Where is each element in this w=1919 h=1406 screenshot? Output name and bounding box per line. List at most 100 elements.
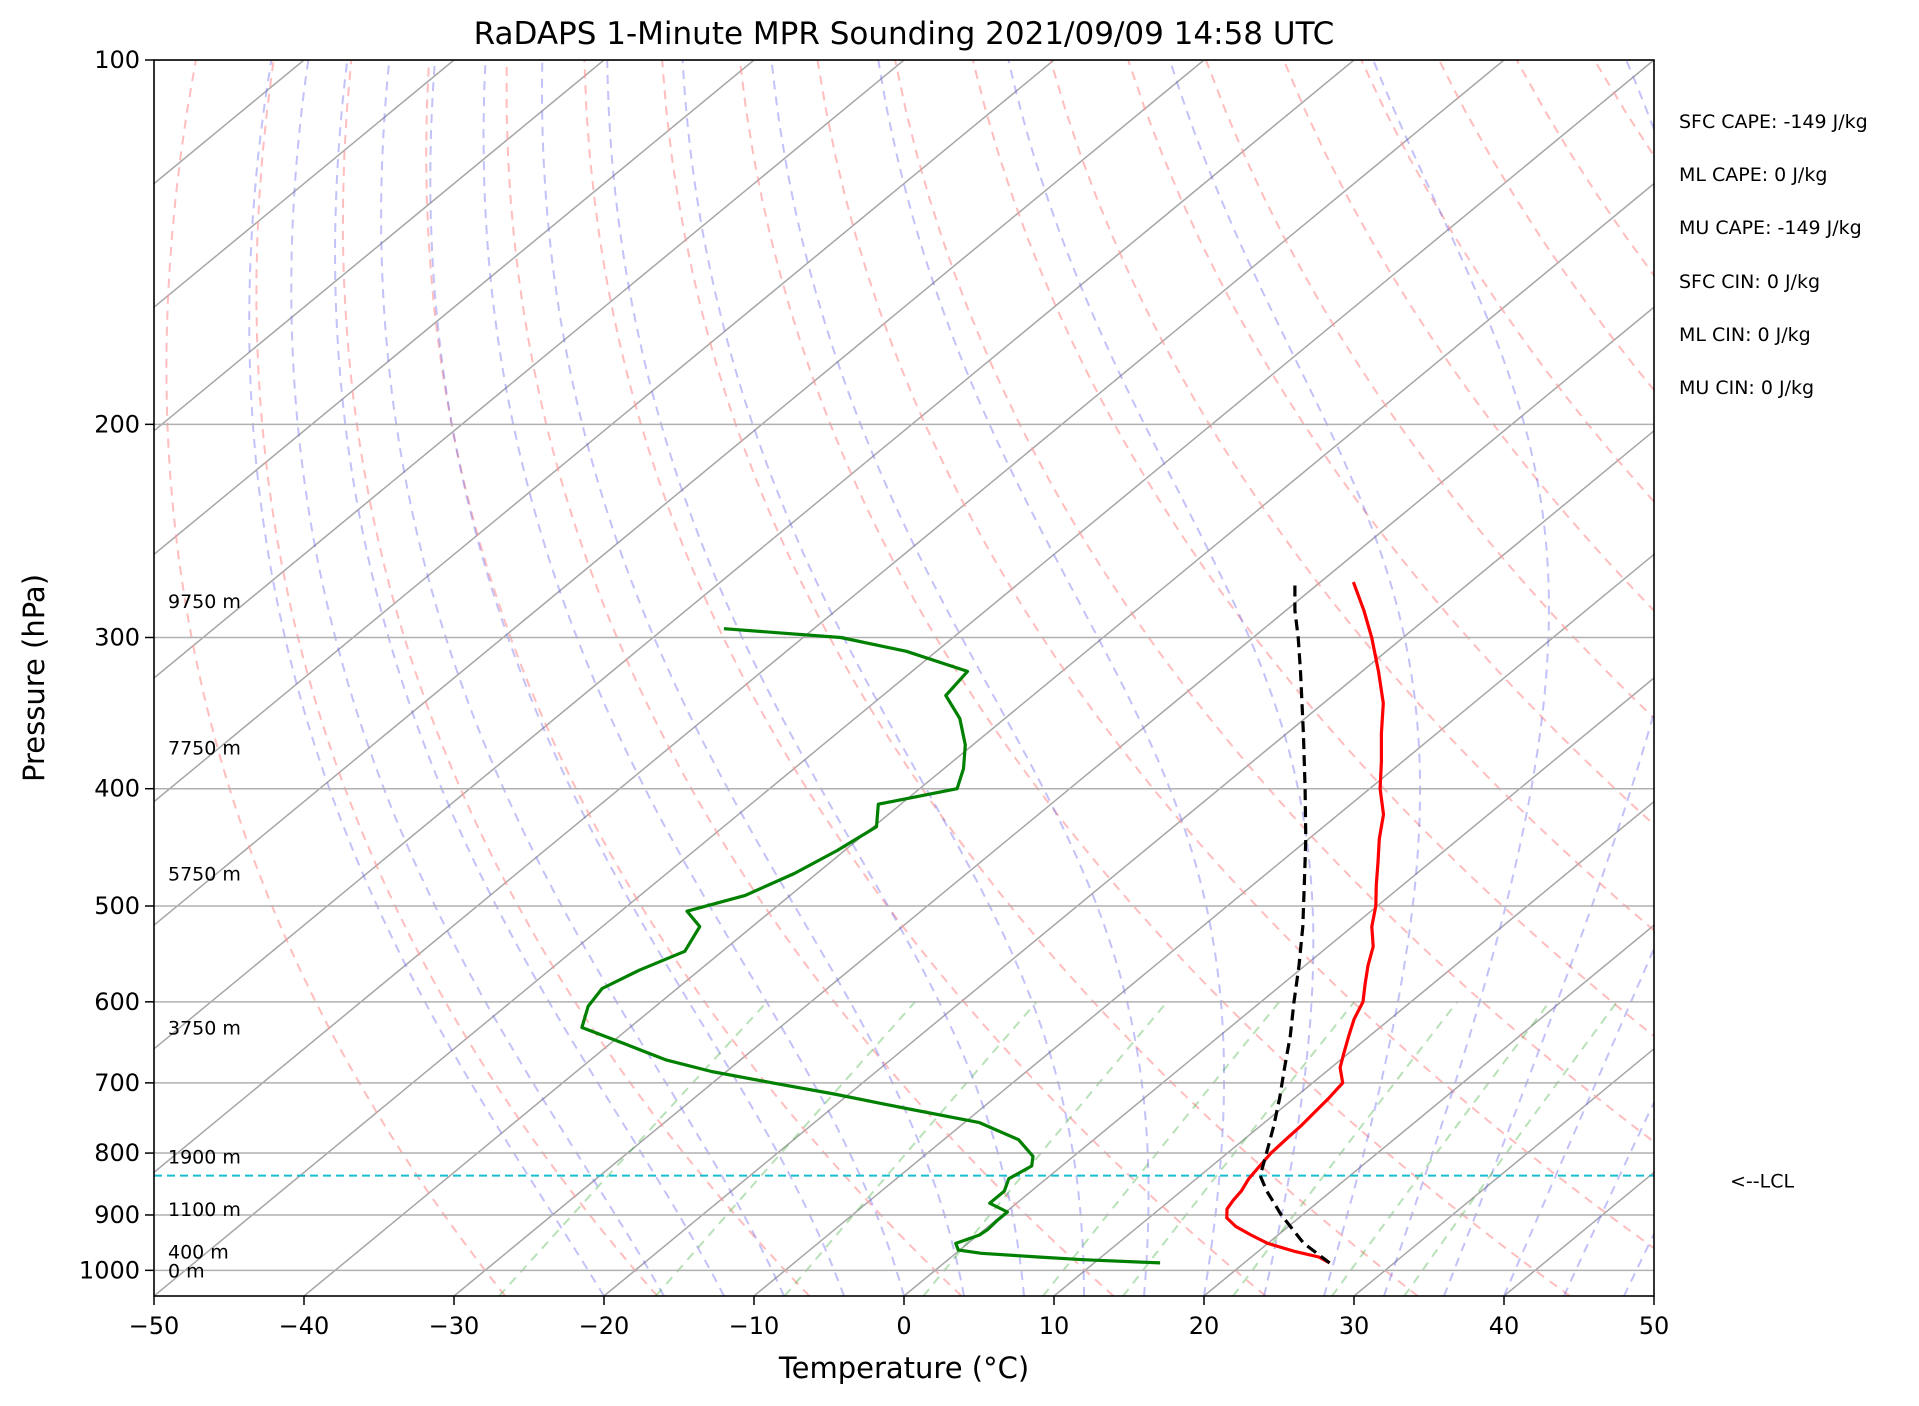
- y-tick-label: 400: [94, 775, 140, 803]
- mixing-ratio-line: [783, 1001, 1038, 1296]
- dry-adiabat: [583, 60, 1267, 1296]
- dry-adiabat: [894, 60, 1654, 1144]
- height-label: 0 m: [168, 1260, 205, 1282]
- isotherm: [903, 677, 1654, 1296]
- x-tick-label: −50: [129, 1312, 180, 1340]
- dry-adiabat: [1049, 60, 1654, 932]
- y-tick-label: 200: [94, 410, 140, 438]
- moist-adiabat: [606, 60, 1025, 1296]
- moist-adiabat: [380, 60, 785, 1296]
- mixing-ratio-line: [655, 1001, 916, 1296]
- moist-adiabat: [1372, 60, 1550, 1296]
- x-axis-label: Temperature (°C): [778, 1351, 1029, 1385]
- mixing-ratio-line: [1042, 1001, 1281, 1296]
- x-tick-label: 40: [1489, 1312, 1520, 1340]
- moist-adiabat: [1623, 1231, 1654, 1296]
- dry-adiabat: [1593, 60, 1654, 158]
- parcel-trace: [1258, 582, 1331, 1265]
- x-tick-label: 10: [1039, 1312, 1070, 1340]
- x-tick-label: −20: [579, 1312, 630, 1340]
- isotherm: [154, 60, 1205, 927]
- isotherm: [154, 60, 605, 432]
- isotherm: [1804, 60, 1919, 1296]
- x-tick-label: −30: [429, 1312, 480, 1340]
- dry-adiabat: [1905, 60, 1919, 1296]
- y-tick-label: 600: [94, 988, 140, 1016]
- stat-mu-cape: MU CAPE: -149 J/kg: [1679, 217, 1862, 239]
- moist-adiabat: [1563, 1100, 1654, 1296]
- reference-lines: [154, 60, 1919, 1296]
- moist-adiabat: [1007, 60, 1315, 1296]
- dry-adiabat: [255, 60, 659, 1296]
- isotherm: [303, 182, 1654, 1296]
- isotherm: [1353, 1047, 1654, 1296]
- height-label: 1100 m: [168, 1199, 241, 1221]
- isotherm: [154, 60, 905, 679]
- stat-ml-cin: ML CIN: 0 J/kg: [1679, 324, 1811, 346]
- moist-adiabat: [770, 60, 1150, 1296]
- x-tick-label: 30: [1339, 1312, 1370, 1340]
- isotherm: [1653, 1295, 1654, 1296]
- stat-mu-cin: MU CIN: 0 J/kg: [1679, 377, 1814, 399]
- isotherm: [1503, 1171, 1654, 1296]
- moist-adiabat: [681, 60, 1085, 1296]
- y-tick-label: 500: [94, 892, 140, 920]
- moist-adiabat: [290, 60, 665, 1296]
- x-tick-label: 20: [1189, 1312, 1220, 1340]
- y-tick-label: 900: [94, 1201, 140, 1229]
- dry-adiabat: [1750, 60, 1919, 1296]
- dry-adiabat: [425, 60, 963, 1296]
- moist-adiabat: [429, 60, 845, 1296]
- isotherm: [154, 60, 1055, 803]
- y-tick-label: 100: [94, 46, 140, 74]
- dry-adiabat: [1127, 60, 1654, 826]
- y-axis-label: Pressure (hPa): [17, 574, 51, 782]
- dry-adiabat: [816, 60, 1654, 1250]
- y-tick-label: 800: [94, 1139, 140, 1167]
- stat-sfc-cin: SFC CIN: 0 J/kg: [1679, 271, 1820, 293]
- dry-adiabat: [1672, 60, 1919, 1296]
- isotherm: [453, 306, 1654, 1296]
- height-label: 5750 m: [168, 864, 241, 886]
- moist-adiabat: [1503, 946, 1654, 1296]
- moist-adiabat: [482, 60, 905, 1296]
- sounding-series: [580, 581, 1386, 1265]
- pressure-gridlines: [154, 60, 1654, 1272]
- moist-adiabat: [1443, 60, 1654, 1296]
- moist-adiabat: [333, 60, 725, 1296]
- temperature-trace: [1225, 581, 1386, 1265]
- isotherm: [154, 60, 1505, 1174]
- mixing-ratio-line: [498, 1001, 768, 1296]
- moist-adiabat: [877, 60, 1226, 1296]
- height-label: 3750 m: [168, 1018, 241, 1040]
- dry-adiabat: [1438, 60, 1654, 392]
- isotherm: [154, 60, 755, 556]
- dry-adiabat: [341, 60, 811, 1296]
- dry-adiabat: [1282, 60, 1654, 613]
- dry-adiabat: [661, 60, 1419, 1296]
- isotherm: [154, 60, 1654, 1296]
- y-tick-label: 700: [94, 1069, 140, 1097]
- isotherm: [154, 60, 455, 309]
- chart-title: RaDAPS 1-Minute MPR Sounding 2021/09/09 …: [474, 16, 1335, 52]
- height-label: 9750 m: [168, 591, 241, 613]
- dry-adiabat: [505, 60, 1115, 1296]
- height-label: 400 m: [168, 1242, 229, 1264]
- x-tick-label: 50: [1639, 1312, 1670, 1340]
- isotherm: [1203, 924, 1654, 1296]
- moist-adiabat: [248, 60, 605, 1296]
- stat-sfc-cape: SFC CAPE: -149 J/kg: [1679, 111, 1868, 133]
- dry-adiabat: [1828, 60, 1919, 1296]
- y-axis: 100 200 300 400 500 600 700 800 900 1000: [79, 46, 154, 1284]
- mixing-ratio-line: [1122, 1001, 1356, 1296]
- moist-adiabat: [1168, 60, 1422, 1296]
- mixing-ratio-line: [1331, 1001, 1551, 1296]
- height-label: 1900 m: [168, 1146, 241, 1168]
- isotherm: [154, 60, 1355, 1050]
- isotherm: [603, 429, 1654, 1296]
- y-tick-label: 300: [94, 623, 140, 651]
- isotherm: [1053, 800, 1654, 1296]
